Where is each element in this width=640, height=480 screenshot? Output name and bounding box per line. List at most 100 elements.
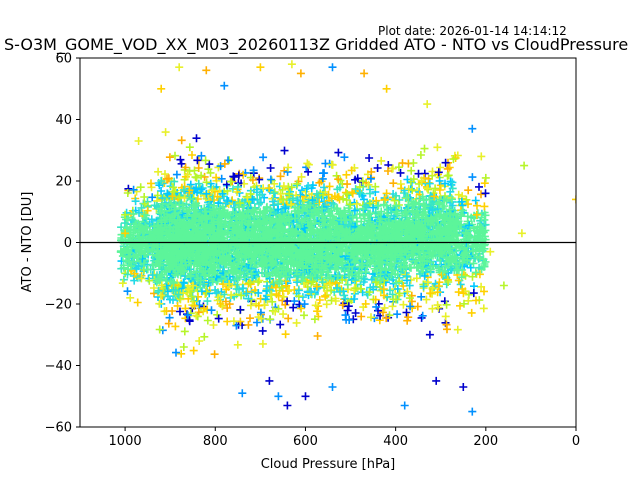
data-point (293, 196, 302, 205)
data-point (287, 266, 295, 274)
data-point (194, 179, 203, 188)
data-point (279, 195, 288, 204)
data-point (384, 167, 392, 175)
data-point (341, 294, 350, 303)
data-point (382, 189, 391, 198)
data-point (351, 309, 360, 317)
data-point (221, 297, 230, 306)
data-point (252, 185, 261, 194)
data-point (258, 339, 267, 348)
data-point (359, 195, 368, 204)
data-point (145, 276, 154, 285)
data-point (136, 183, 145, 192)
data-point (265, 184, 274, 192)
data-point (165, 153, 174, 162)
data-point (216, 299, 225, 308)
data-point (133, 298, 142, 307)
data-point (276, 320, 285, 329)
data-point (147, 179, 155, 188)
data-point (389, 179, 398, 188)
data-point (352, 284, 360, 293)
data-point (155, 325, 164, 334)
data-point (155, 181, 164, 190)
data-point (298, 186, 306, 195)
data-point (171, 286, 180, 295)
data-point (269, 197, 277, 206)
data-point (161, 170, 169, 179)
data-point (300, 300, 309, 309)
data-point (377, 207, 386, 216)
data-point (183, 170, 192, 179)
data-point (391, 191, 400, 200)
data-point (293, 179, 302, 188)
data-point (243, 193, 252, 202)
data-point (119, 275, 128, 284)
data-point (171, 151, 179, 160)
data-point (249, 166, 258, 175)
data-point (181, 163, 190, 172)
data-point (284, 314, 293, 323)
data-point (216, 162, 225, 171)
data-point (185, 316, 194, 325)
data-point (207, 306, 216, 315)
data-point (312, 282, 321, 291)
data-point (227, 291, 236, 300)
data-point (225, 279, 234, 288)
data-point (298, 201, 307, 210)
data-point (285, 286, 294, 294)
data-point (265, 315, 274, 324)
data-point (222, 285, 231, 294)
data-point (279, 292, 288, 301)
data-point (381, 278, 390, 287)
data-point (279, 182, 288, 191)
data-point (266, 291, 275, 299)
data-point (377, 156, 386, 165)
data-point (245, 278, 254, 287)
data-point (310, 315, 319, 324)
data-point (217, 174, 226, 183)
data-point (194, 164, 203, 172)
data-point (229, 317, 238, 326)
data-point (345, 316, 354, 324)
data-point (313, 274, 322, 282)
data-point (163, 189, 172, 198)
data-point (341, 188, 350, 197)
data-point (168, 192, 177, 201)
data-point (172, 348, 180, 357)
data-point (372, 302, 381, 311)
data-point (202, 189, 211, 198)
data-point (177, 136, 186, 145)
data-point (244, 279, 253, 288)
data-point (335, 183, 344, 192)
data-point (156, 291, 165, 300)
data-point (137, 203, 146, 212)
data-point (220, 290, 229, 299)
data-point (315, 296, 324, 304)
data-point (338, 275, 347, 284)
data-point (238, 284, 247, 293)
data-point (322, 300, 331, 309)
data-point (118, 279, 127, 288)
data-point (318, 203, 327, 211)
data-point (279, 310, 288, 319)
data-point (218, 189, 227, 198)
data-point (263, 282, 271, 290)
data-point (258, 326, 267, 335)
data-point (179, 289, 188, 298)
data-point (327, 286, 336, 295)
data-point (284, 163, 293, 172)
data-point (220, 159, 229, 168)
data-point (170, 187, 179, 196)
data-point (382, 314, 391, 323)
data-point (161, 128, 170, 137)
data-point (266, 175, 275, 184)
data-point (281, 300, 290, 309)
data-point (253, 318, 261, 327)
data-point (226, 177, 235, 186)
data-point (369, 282, 378, 291)
data-point (285, 190, 294, 199)
data-point (281, 330, 290, 339)
data-point (135, 208, 143, 217)
data-point (350, 295, 359, 303)
data-point (371, 182, 380, 191)
